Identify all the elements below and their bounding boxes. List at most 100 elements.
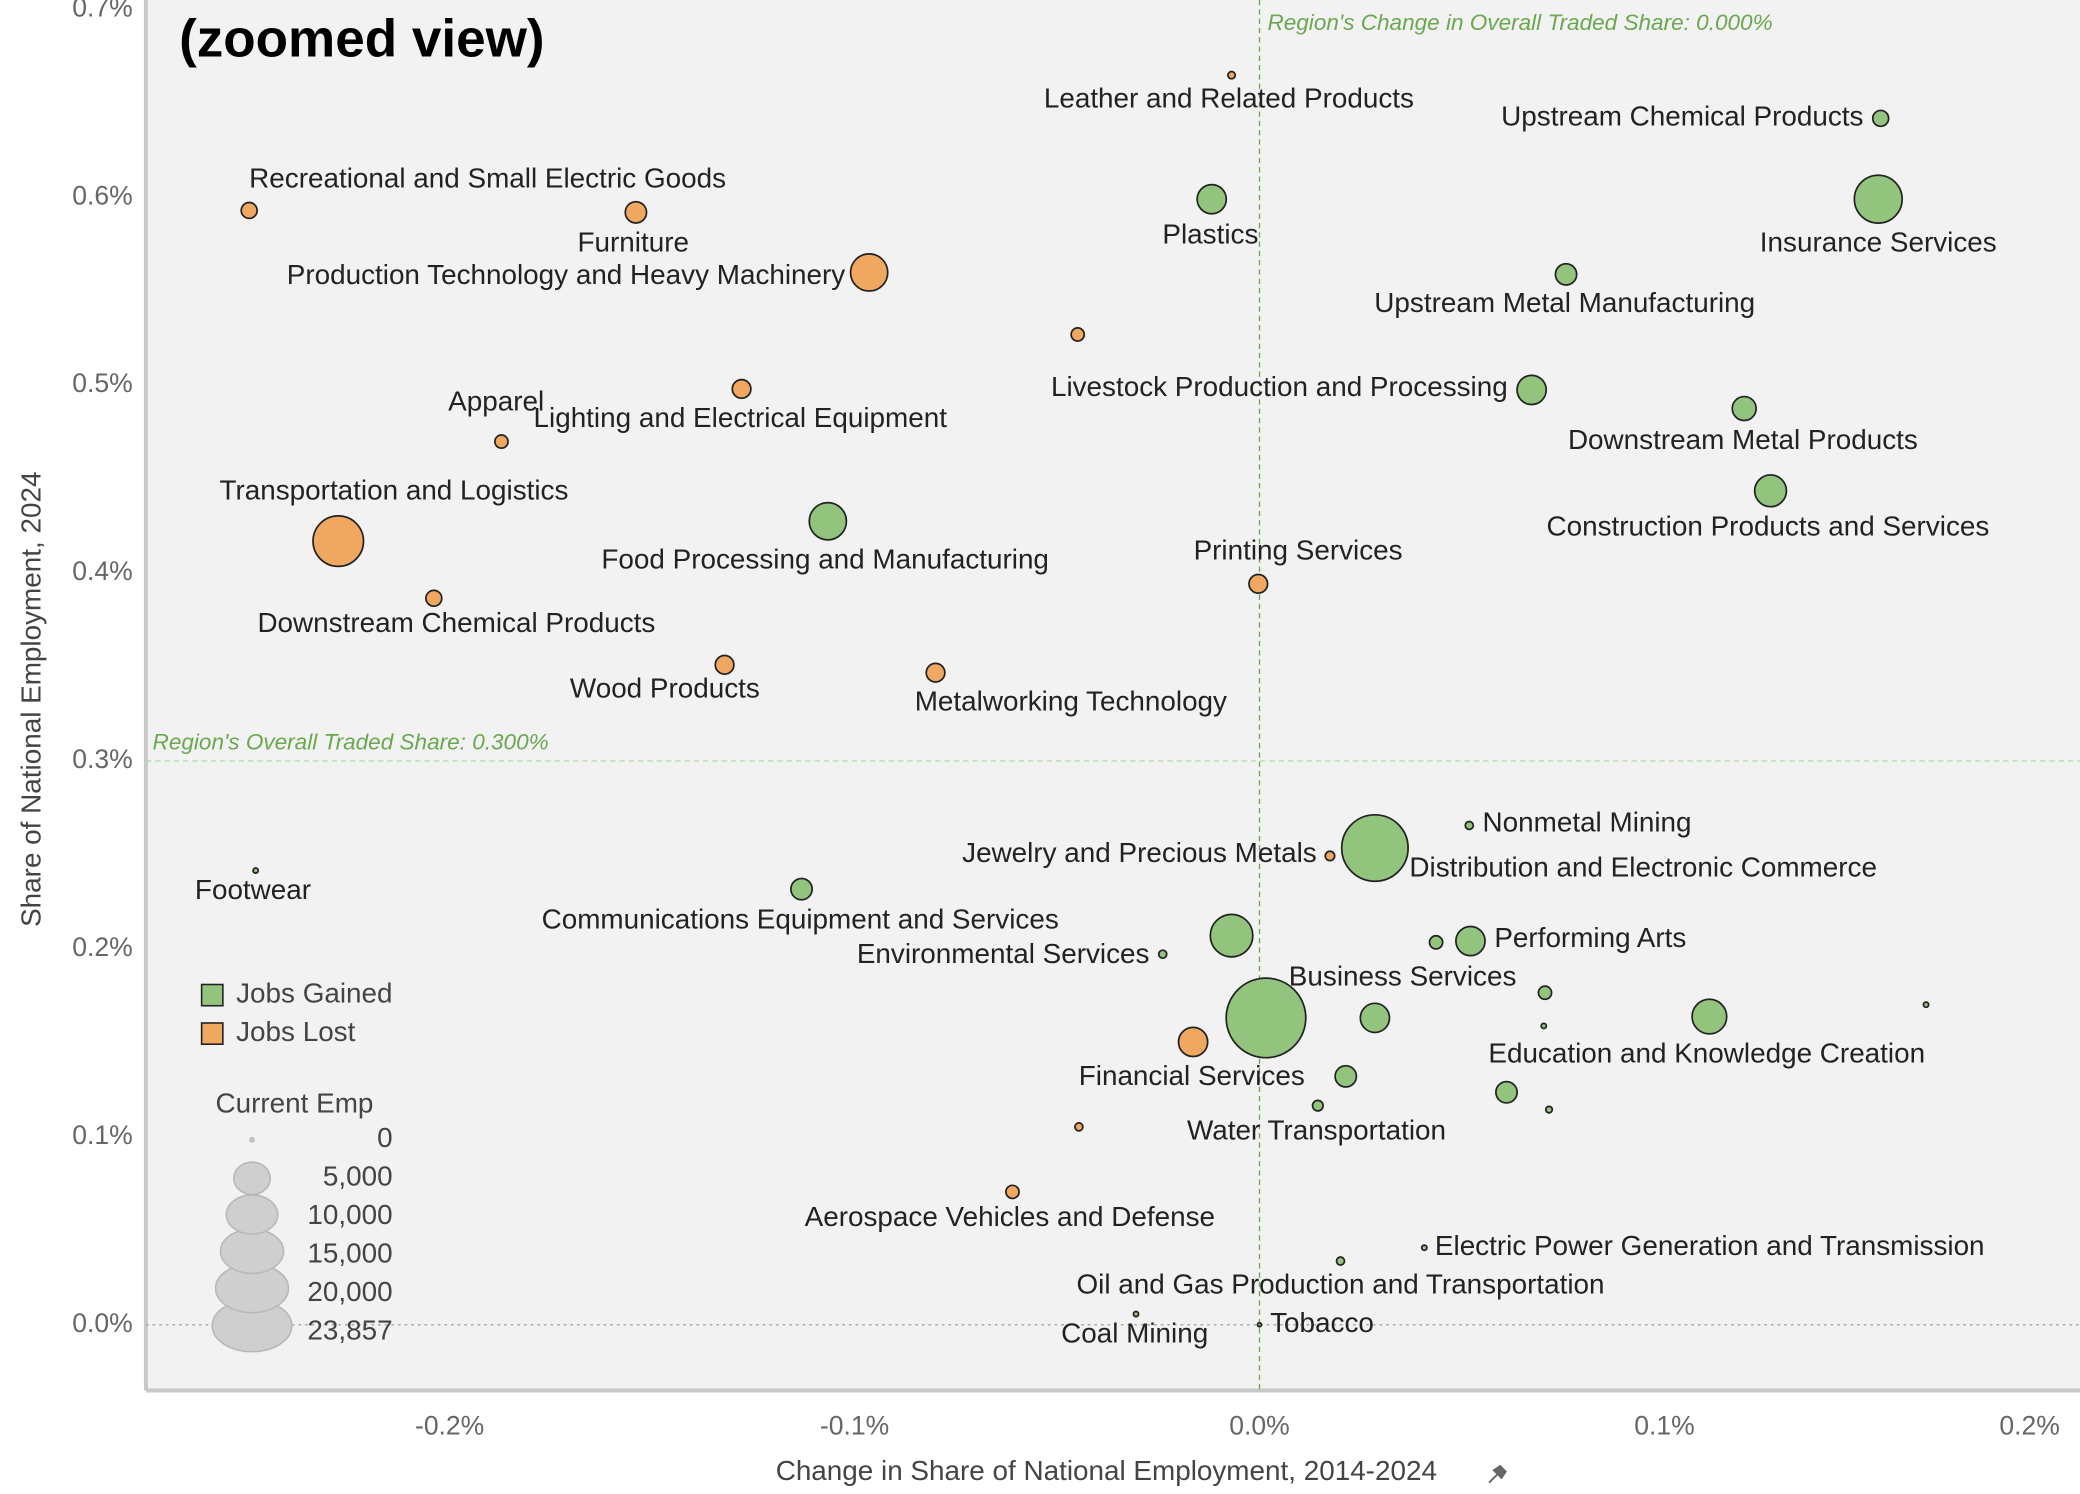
- bubble: [849, 253, 889, 292]
- y-tick-label: 0.6%: [72, 180, 132, 210]
- x-tick-label: 0.0%: [1229, 1411, 1289, 1441]
- bubble: [1209, 913, 1254, 958]
- bubble: [1324, 850, 1336, 862]
- point-label: Recreational and Small Electric Goods: [249, 162, 726, 193]
- bubble: [1731, 395, 1758, 422]
- x-tick-label: -0.2%: [415, 1411, 484, 1441]
- point-label: Upstream Metal Manufacturing: [1374, 287, 1755, 318]
- size-legend-circle: [225, 1194, 279, 1235]
- point-label: Education and Knowledge Creation: [1488, 1037, 1925, 1068]
- bubble: [494, 434, 509, 450]
- bubble: [1248, 573, 1269, 594]
- reference-label: Region's Change in Overall Traded Share:…: [1267, 10, 1772, 35]
- point-label: Leather and Related Products: [1044, 83, 1414, 114]
- size-legend-circle: [219, 1228, 285, 1275]
- point-label: Distribution and Electronic Commerce: [1409, 852, 1877, 883]
- size-legend-label: 10,000: [307, 1199, 392, 1230]
- bubble: [714, 654, 735, 675]
- bubble: [1540, 1022, 1548, 1030]
- legend-swatch: [200, 983, 224, 1007]
- size-legend-title: Current Emp: [216, 1088, 374, 1119]
- bubble: [1196, 183, 1228, 215]
- x-axis-title: Change in Share of National Employment, …: [776, 1455, 1437, 1486]
- bubble: [1544, 1105, 1554, 1114]
- y-tick-label: 0.4%: [72, 556, 132, 586]
- point-label: Apparel: [448, 385, 544, 416]
- y-tick-label: 0.5%: [72, 368, 132, 398]
- point-label: Downstream Metal Products: [1568, 424, 1918, 455]
- legend-label: Jobs Lost: [236, 1016, 355, 1047]
- y-tick-label: 0.7%: [72, 0, 132, 22]
- bubble: [1070, 327, 1086, 342]
- size-legend-label: 20,000: [307, 1276, 392, 1307]
- point-label: Nonmetal Mining: [1483, 807, 1692, 838]
- point-label: Performing Arts: [1494, 922, 1686, 953]
- bubble: [731, 378, 752, 400]
- bubble: [1753, 474, 1788, 508]
- x-tick-label: 0.2%: [1999, 1411, 2059, 1441]
- plot-area: [145, 0, 2080, 1391]
- bubble: [1871, 109, 1890, 128]
- bubble: [925, 662, 946, 683]
- bubble: [1359, 1002, 1391, 1034]
- y-axis-title: Share of National Employment, 2024: [16, 472, 47, 927]
- bubble: [312, 515, 365, 568]
- bubble: [252, 867, 260, 875]
- point-label: Wood Products: [570, 672, 760, 703]
- point-label: Jewelry and Precious Metals: [962, 837, 1317, 868]
- bubble: [808, 501, 848, 541]
- bubble: [425, 589, 443, 608]
- bubble: [1340, 813, 1409, 883]
- bubble: [1853, 174, 1904, 224]
- bubble: [1311, 1099, 1324, 1112]
- size-legend-circle: [249, 1136, 255, 1143]
- bubble: [1227, 70, 1237, 80]
- y-tick-label: 0.1%: [72, 1120, 132, 1150]
- point-label: Printing Services: [1194, 534, 1403, 565]
- point-label: Oil and Gas Production and Transportatio…: [1076, 1269, 1604, 1300]
- bubble: [1428, 934, 1444, 950]
- bubble: [1225, 977, 1307, 1059]
- point-label: Transportation and Logistics: [220, 474, 569, 505]
- bubble: [1554, 262, 1578, 286]
- bubble: [1516, 374, 1548, 406]
- bubble: [1922, 1001, 1930, 1009]
- size-legend-label: 15,000: [307, 1238, 392, 1269]
- bubble: [1537, 985, 1553, 1001]
- point-label: Production Technology and Heavy Machiner…: [287, 259, 846, 290]
- point-label: Insurance Services: [1760, 227, 1997, 258]
- point-label: Lighting and Electrical Equipment: [534, 402, 948, 433]
- y-tick-label: 0.3%: [72, 744, 132, 774]
- bubble: [1335, 1256, 1346, 1266]
- point-label: Furniture: [578, 227, 689, 258]
- point-label: Coal Mining: [1061, 1318, 1208, 1349]
- reference-label: Region's Overall Traded Share: 0.300%: [153, 730, 549, 755]
- point-label: Environmental Services: [857, 938, 1150, 969]
- bubble: [1256, 1321, 1263, 1328]
- y-tick-label: 0.0%: [72, 1308, 132, 1338]
- x-tick-label: 0.1%: [1634, 1411, 1694, 1441]
- point-label: Footwear: [195, 874, 311, 905]
- legend-swatch: [200, 1022, 224, 1046]
- chart-title: (zoomed view): [179, 9, 544, 68]
- bubble: [790, 877, 814, 901]
- pin-icon[interactable]: [1488, 1464, 1507, 1484]
- bubble: [1132, 1310, 1140, 1318]
- bubble: [1691, 998, 1728, 1035]
- x-tick-label: -0.1%: [820, 1411, 889, 1441]
- point-label: Upstream Chemical Products: [1501, 101, 1863, 132]
- point-label: Water Transportation: [1187, 1115, 1446, 1146]
- bubble: [1495, 1080, 1519, 1104]
- point-label: Construction Products and Services: [1546, 510, 1989, 541]
- bubble: [1464, 820, 1475, 831]
- point-label: Plastics: [1162, 219, 1258, 250]
- bubble: [1334, 1064, 1358, 1088]
- y-tick-label: 0.2%: [72, 932, 132, 962]
- point-label: Aerospace Vehicles and Defense: [805, 1201, 1215, 1232]
- point-label: Communications Equipment and Services: [542, 903, 1059, 934]
- bubble: [1157, 949, 1168, 960]
- size-legend-circle: [233, 1161, 272, 1196]
- point-label: Food Processing and Manufacturing: [601, 543, 1049, 574]
- point-label: Financial Services: [1079, 1060, 1305, 1091]
